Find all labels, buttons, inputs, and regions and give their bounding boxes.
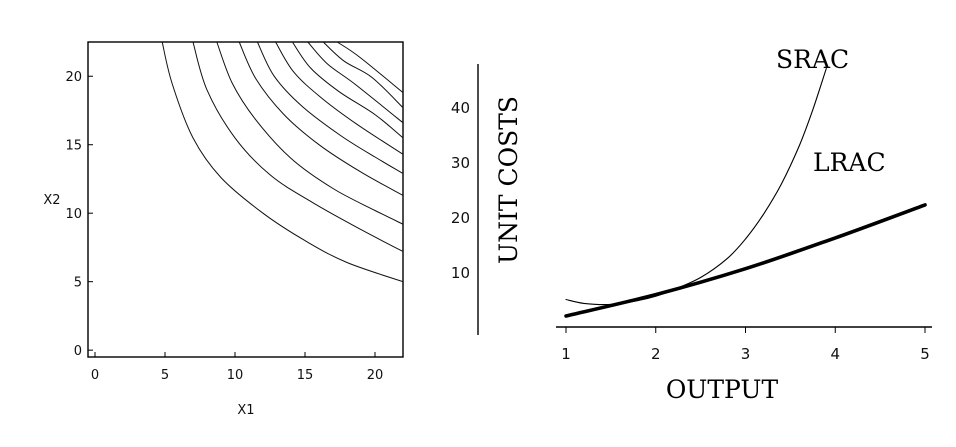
x-axis-label: OUTPUT [666,375,779,404]
isoquant-curve [275,41,404,155]
y-tick-label: 0 [74,344,82,359]
x-tick-label: 0 [91,368,99,383]
isoquant-curve [216,41,404,225]
y-axis-label: X2 [43,193,60,208]
cost-curves-plot: 1 2 3 4 5 10 20 30 40 OUTPUT UNIT COSTS SRAC LR… [451,45,932,404]
contour-plot: 0 5 10 15 20 0 5 10 15 20 X1 X2 [43,41,404,418]
x-tick-label: 20 [367,368,384,383]
series-line-srac [565,67,827,306]
y-tick-labels: 10 20 30 40 [451,99,470,282]
isoquant-curve [238,41,404,196]
y-tick-label: 10 [451,264,470,282]
isoquant-curves [161,41,404,283]
isoquant-curve [336,41,404,94]
contour-plot-frame [87,41,404,358]
y-tick-label: 15 [65,139,82,154]
y-axis-label: UNIT COSTS [494,96,523,264]
y-tick-label: 40 [451,99,470,117]
series-line-lrac [564,203,927,318]
x-tick-label: 10 [227,368,244,383]
isoquant-curve [291,41,404,139]
y-tick-label: 20 [65,70,82,85]
x-tick-label: 2 [651,345,661,363]
x-tick-labels: 0 5 10 15 20 [91,352,383,383]
isoquant-curve [192,41,404,252]
x-tick-label: 15 [297,368,314,383]
isoquant-curve [256,41,404,174]
x-tick-labels: 1 2 3 4 5 [561,327,930,363]
x-tick-label: 3 [741,345,751,363]
isoquant-curve [161,41,404,283]
y-tick-labels: 0 5 10 15 20 [65,70,93,359]
y-tick-label: 20 [451,209,470,227]
x-axis-label: X1 [237,403,254,418]
x-tick-label: 4 [830,345,840,363]
isoquant-curve [307,41,404,124]
x-tick-label: 1 [561,345,571,363]
x-tick-label: 5 [920,345,930,363]
cost-series [564,67,927,318]
y-tick-label: 10 [65,207,82,222]
series-label-srac: SRAC [776,45,849,74]
series-label-lrac: LRAC [813,148,886,177]
isoquant-curve [322,41,404,109]
y-tick-label: 5 [74,276,82,291]
y-tick-label: 30 [451,154,470,172]
x-tick-label: 5 [161,368,169,383]
